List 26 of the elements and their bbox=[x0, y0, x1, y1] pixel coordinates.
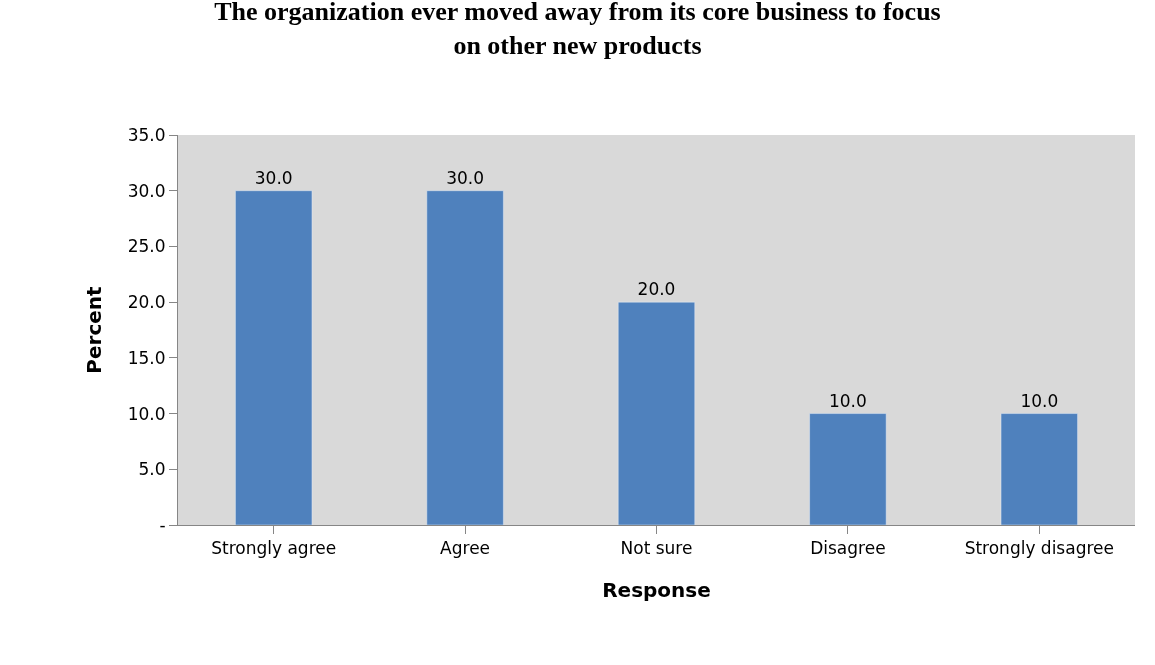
y-tick-label: 5.0 bbox=[138, 459, 166, 480]
data-label: 20.0 bbox=[637, 279, 676, 300]
data-label: 10.0 bbox=[828, 390, 867, 411]
chart-title: The organization ever moved away from its core business to focus on other new products bbox=[214, 0, 941, 60]
y-tick-label: 10.0 bbox=[127, 403, 166, 424]
bar bbox=[1000, 413, 1078, 525]
y-tick-label: - bbox=[159, 514, 166, 535]
y-tick-label: 15.0 bbox=[127, 347, 166, 368]
y-tick-label: 30.0 bbox=[127, 180, 166, 201]
y-axis-title: Percent bbox=[82, 285, 107, 374]
x-tick-label: Not sure bbox=[620, 538, 693, 559]
data-label: 30.0 bbox=[446, 167, 485, 188]
y-tick-label: 20.0 bbox=[127, 292, 166, 313]
data-label: 30.0 bbox=[254, 167, 293, 188]
x-tick-label: Strongly agree bbox=[211, 538, 337, 559]
bar bbox=[809, 413, 887, 525]
x-tick-label: Disagree bbox=[810, 538, 886, 559]
x-tick-label: Agree bbox=[440, 538, 491, 559]
x-tick-label: Strongly disagree bbox=[964, 538, 1114, 559]
x-axis-title: Response bbox=[602, 577, 711, 602]
y-tick-label: 35.0 bbox=[127, 124, 166, 145]
bar bbox=[426, 190, 504, 525]
data-label: 10.0 bbox=[1020, 390, 1059, 411]
y-tick-label: 25.0 bbox=[127, 236, 166, 257]
bar bbox=[617, 301, 696, 525]
bar bbox=[235, 190, 313, 525]
